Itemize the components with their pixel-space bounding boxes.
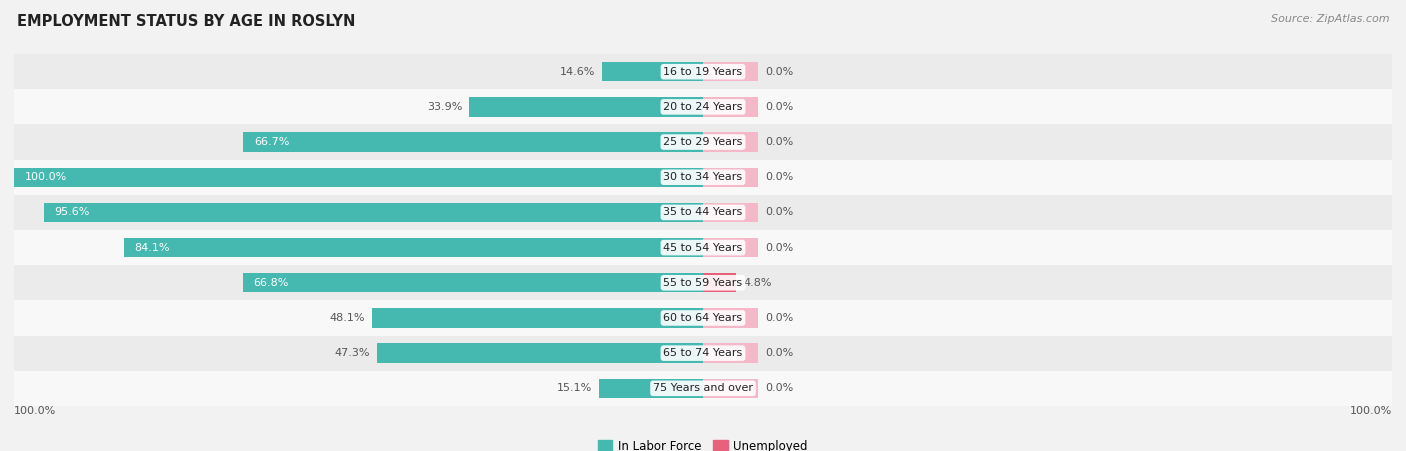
Bar	[14, 89, 1392, 124]
Text: 15.1%: 15.1%	[557, 383, 592, 393]
Bar	[703, 238, 758, 257]
Bar	[703, 344, 758, 363]
Text: 35 to 44 Years: 35 to 44 Years	[664, 207, 742, 217]
Bar	[703, 308, 758, 327]
Text: 95.6%: 95.6%	[55, 207, 90, 217]
Bar	[703, 273, 737, 292]
Bar	[599, 379, 703, 398]
Bar	[703, 62, 758, 81]
Bar	[371, 308, 703, 327]
Bar	[14, 371, 1392, 406]
Bar	[14, 168, 703, 187]
Text: 48.1%: 48.1%	[329, 313, 364, 323]
Text: 0.0%: 0.0%	[765, 243, 793, 253]
Text: 84.1%: 84.1%	[134, 243, 170, 253]
Bar	[602, 62, 703, 81]
Bar	[470, 97, 703, 116]
Text: 0.0%: 0.0%	[765, 67, 793, 77]
Legend: In Labor Force, Unemployed: In Labor Force, Unemployed	[598, 440, 808, 451]
Bar	[703, 133, 758, 152]
Text: 16 to 19 Years: 16 to 19 Years	[664, 67, 742, 77]
Text: 65 to 74 Years: 65 to 74 Years	[664, 348, 742, 358]
Bar	[124, 238, 703, 257]
Text: 0.0%: 0.0%	[765, 207, 793, 217]
Text: 25 to 29 Years: 25 to 29 Years	[664, 137, 742, 147]
Text: 0.0%: 0.0%	[765, 348, 793, 358]
Text: 47.3%: 47.3%	[335, 348, 370, 358]
Bar	[14, 54, 1392, 89]
Bar	[14, 195, 1392, 230]
Text: 55 to 59 Years: 55 to 59 Years	[664, 278, 742, 288]
Bar	[14, 124, 1392, 160]
Bar	[14, 230, 1392, 265]
Text: 75 Years and over: 75 Years and over	[652, 383, 754, 393]
Bar	[703, 203, 758, 222]
Text: 60 to 64 Years: 60 to 64 Years	[664, 313, 742, 323]
Bar	[377, 344, 703, 363]
Text: 100.0%: 100.0%	[24, 172, 66, 182]
Bar	[243, 133, 703, 152]
Text: 66.7%: 66.7%	[254, 137, 290, 147]
Text: 30 to 34 Years: 30 to 34 Years	[664, 172, 742, 182]
Text: 0.0%: 0.0%	[765, 383, 793, 393]
Bar	[243, 273, 703, 292]
Text: 0.0%: 0.0%	[765, 137, 793, 147]
Bar	[45, 203, 703, 222]
Text: 33.9%: 33.9%	[427, 102, 463, 112]
Text: Source: ZipAtlas.com: Source: ZipAtlas.com	[1271, 14, 1389, 23]
Bar	[703, 168, 758, 187]
Bar	[14, 265, 1392, 300]
Text: 100.0%: 100.0%	[1350, 406, 1392, 416]
Text: 0.0%: 0.0%	[765, 313, 793, 323]
Text: 0.0%: 0.0%	[765, 102, 793, 112]
Text: EMPLOYMENT STATUS BY AGE IN ROSLYN: EMPLOYMENT STATUS BY AGE IN ROSLYN	[17, 14, 356, 28]
Text: 4.8%: 4.8%	[742, 278, 772, 288]
Text: 14.6%: 14.6%	[560, 67, 596, 77]
Bar	[703, 379, 758, 398]
Bar	[14, 300, 1392, 336]
Text: 100.0%: 100.0%	[14, 406, 56, 416]
Bar	[14, 160, 1392, 195]
Bar	[14, 336, 1392, 371]
Text: 66.8%: 66.8%	[253, 278, 288, 288]
Text: 45 to 54 Years: 45 to 54 Years	[664, 243, 742, 253]
Text: 0.0%: 0.0%	[765, 172, 793, 182]
Bar	[703, 97, 758, 116]
Text: 20 to 24 Years: 20 to 24 Years	[664, 102, 742, 112]
